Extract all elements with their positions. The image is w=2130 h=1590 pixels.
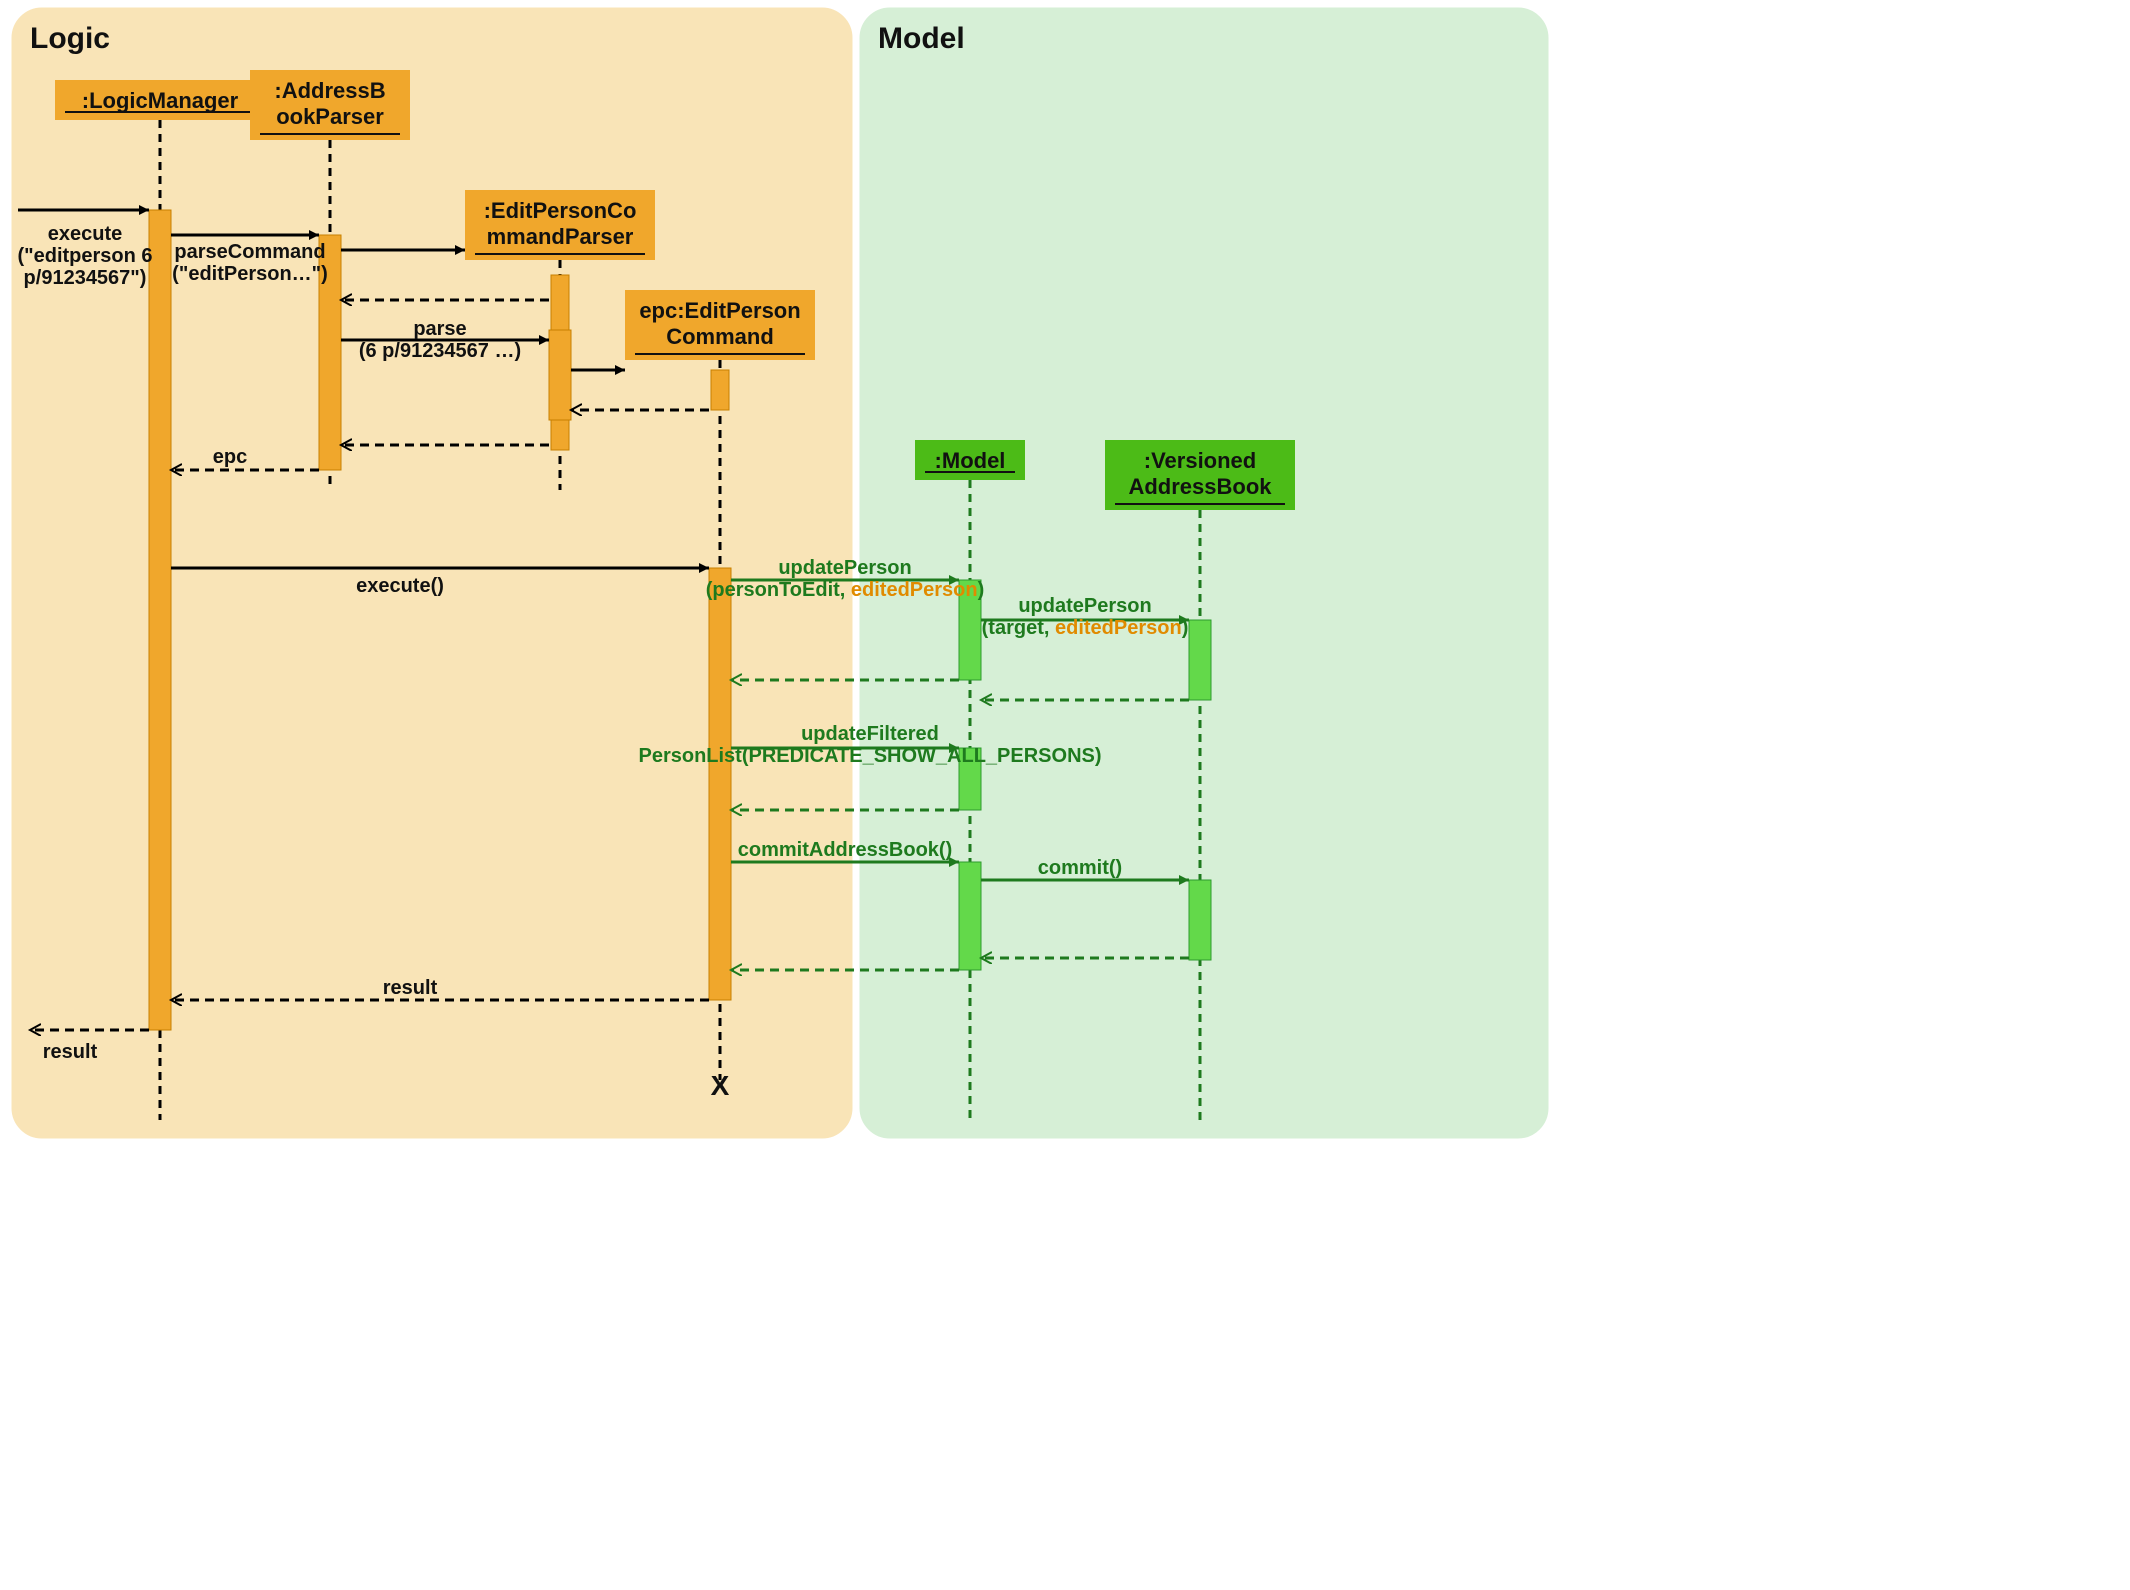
message-label-9: execute() xyxy=(356,575,444,597)
activation-vab-10 xyxy=(1189,880,1211,960)
lifeline-label-mdl: :Model xyxy=(925,448,1015,473)
message-label-8: epc xyxy=(213,446,247,468)
destroy-epc: X xyxy=(711,1070,730,1101)
activation-epc-4 xyxy=(711,370,729,410)
svg-text:epc:EditPerson: epc:EditPerson xyxy=(639,298,800,323)
svg-text:AddressBook: AddressBook xyxy=(1128,474,1272,499)
svg-text:mmandParser: mmandParser xyxy=(487,224,634,249)
region-title-model: Model xyxy=(878,22,965,55)
activation-mdl-9 xyxy=(959,862,981,970)
message-label-20: result xyxy=(383,977,438,999)
message-label-0-1: ("editperson 6 xyxy=(17,245,152,267)
svg-text:Command: Command xyxy=(666,324,774,349)
svg-text::AddressB: :AddressB xyxy=(274,78,385,103)
message-label-0-0: execute xyxy=(48,223,123,245)
message-label-1-1: ("editPerson…") xyxy=(172,263,328,285)
svg-text::LogicManager: :LogicManager xyxy=(82,88,239,113)
lifeline-label-epcp: :EditPersonCommandParser xyxy=(475,198,645,254)
message-label-14-0: updateFiltered xyxy=(801,723,939,745)
lifeline-label-lm: :LogicManager xyxy=(65,88,255,113)
message-label-21: result xyxy=(43,1041,98,1063)
svg-text::Versioned: :Versioned xyxy=(1144,448,1256,473)
activation-vab-7 xyxy=(1189,620,1211,700)
message-label-10-0: updatePerson xyxy=(778,557,911,579)
message-label-17: commit() xyxy=(1038,857,1122,879)
activation-epc-5 xyxy=(709,568,731,1000)
message-label-11-0: updatePerson xyxy=(1018,595,1151,617)
message-label-10-1: (personToEdit, editedPerson) xyxy=(706,579,985,601)
message-label-1-0: parseCommand xyxy=(174,241,325,263)
activation-lm-0 xyxy=(149,210,171,1030)
svg-text::EditPersonCo: :EditPersonCo xyxy=(484,198,637,223)
message-label-16: commitAddressBook() xyxy=(738,839,952,861)
message-label-14-1: PersonList(PREDICATE_SHOW_ALL_PERSONS) xyxy=(638,745,1101,767)
message-label-4-0: parse xyxy=(413,318,466,340)
region-title-logic: Logic xyxy=(30,22,110,55)
message-label-0-2: p/91234567") xyxy=(24,267,147,289)
svg-text:ookParser: ookParser xyxy=(276,104,384,129)
activation-epcp-3 xyxy=(549,330,571,420)
sequence-diagram: Logic Model :LogicManager :AddressBookParse… xyxy=(0,0,1560,1164)
lifeline-label-abp: :AddressBookParser xyxy=(260,78,400,134)
svg-text::Model: :Model xyxy=(935,448,1006,473)
message-label-4-1: (6 p/91234567 …) xyxy=(359,340,521,362)
message-label-11-1: (target, editedPerson) xyxy=(982,617,1189,639)
